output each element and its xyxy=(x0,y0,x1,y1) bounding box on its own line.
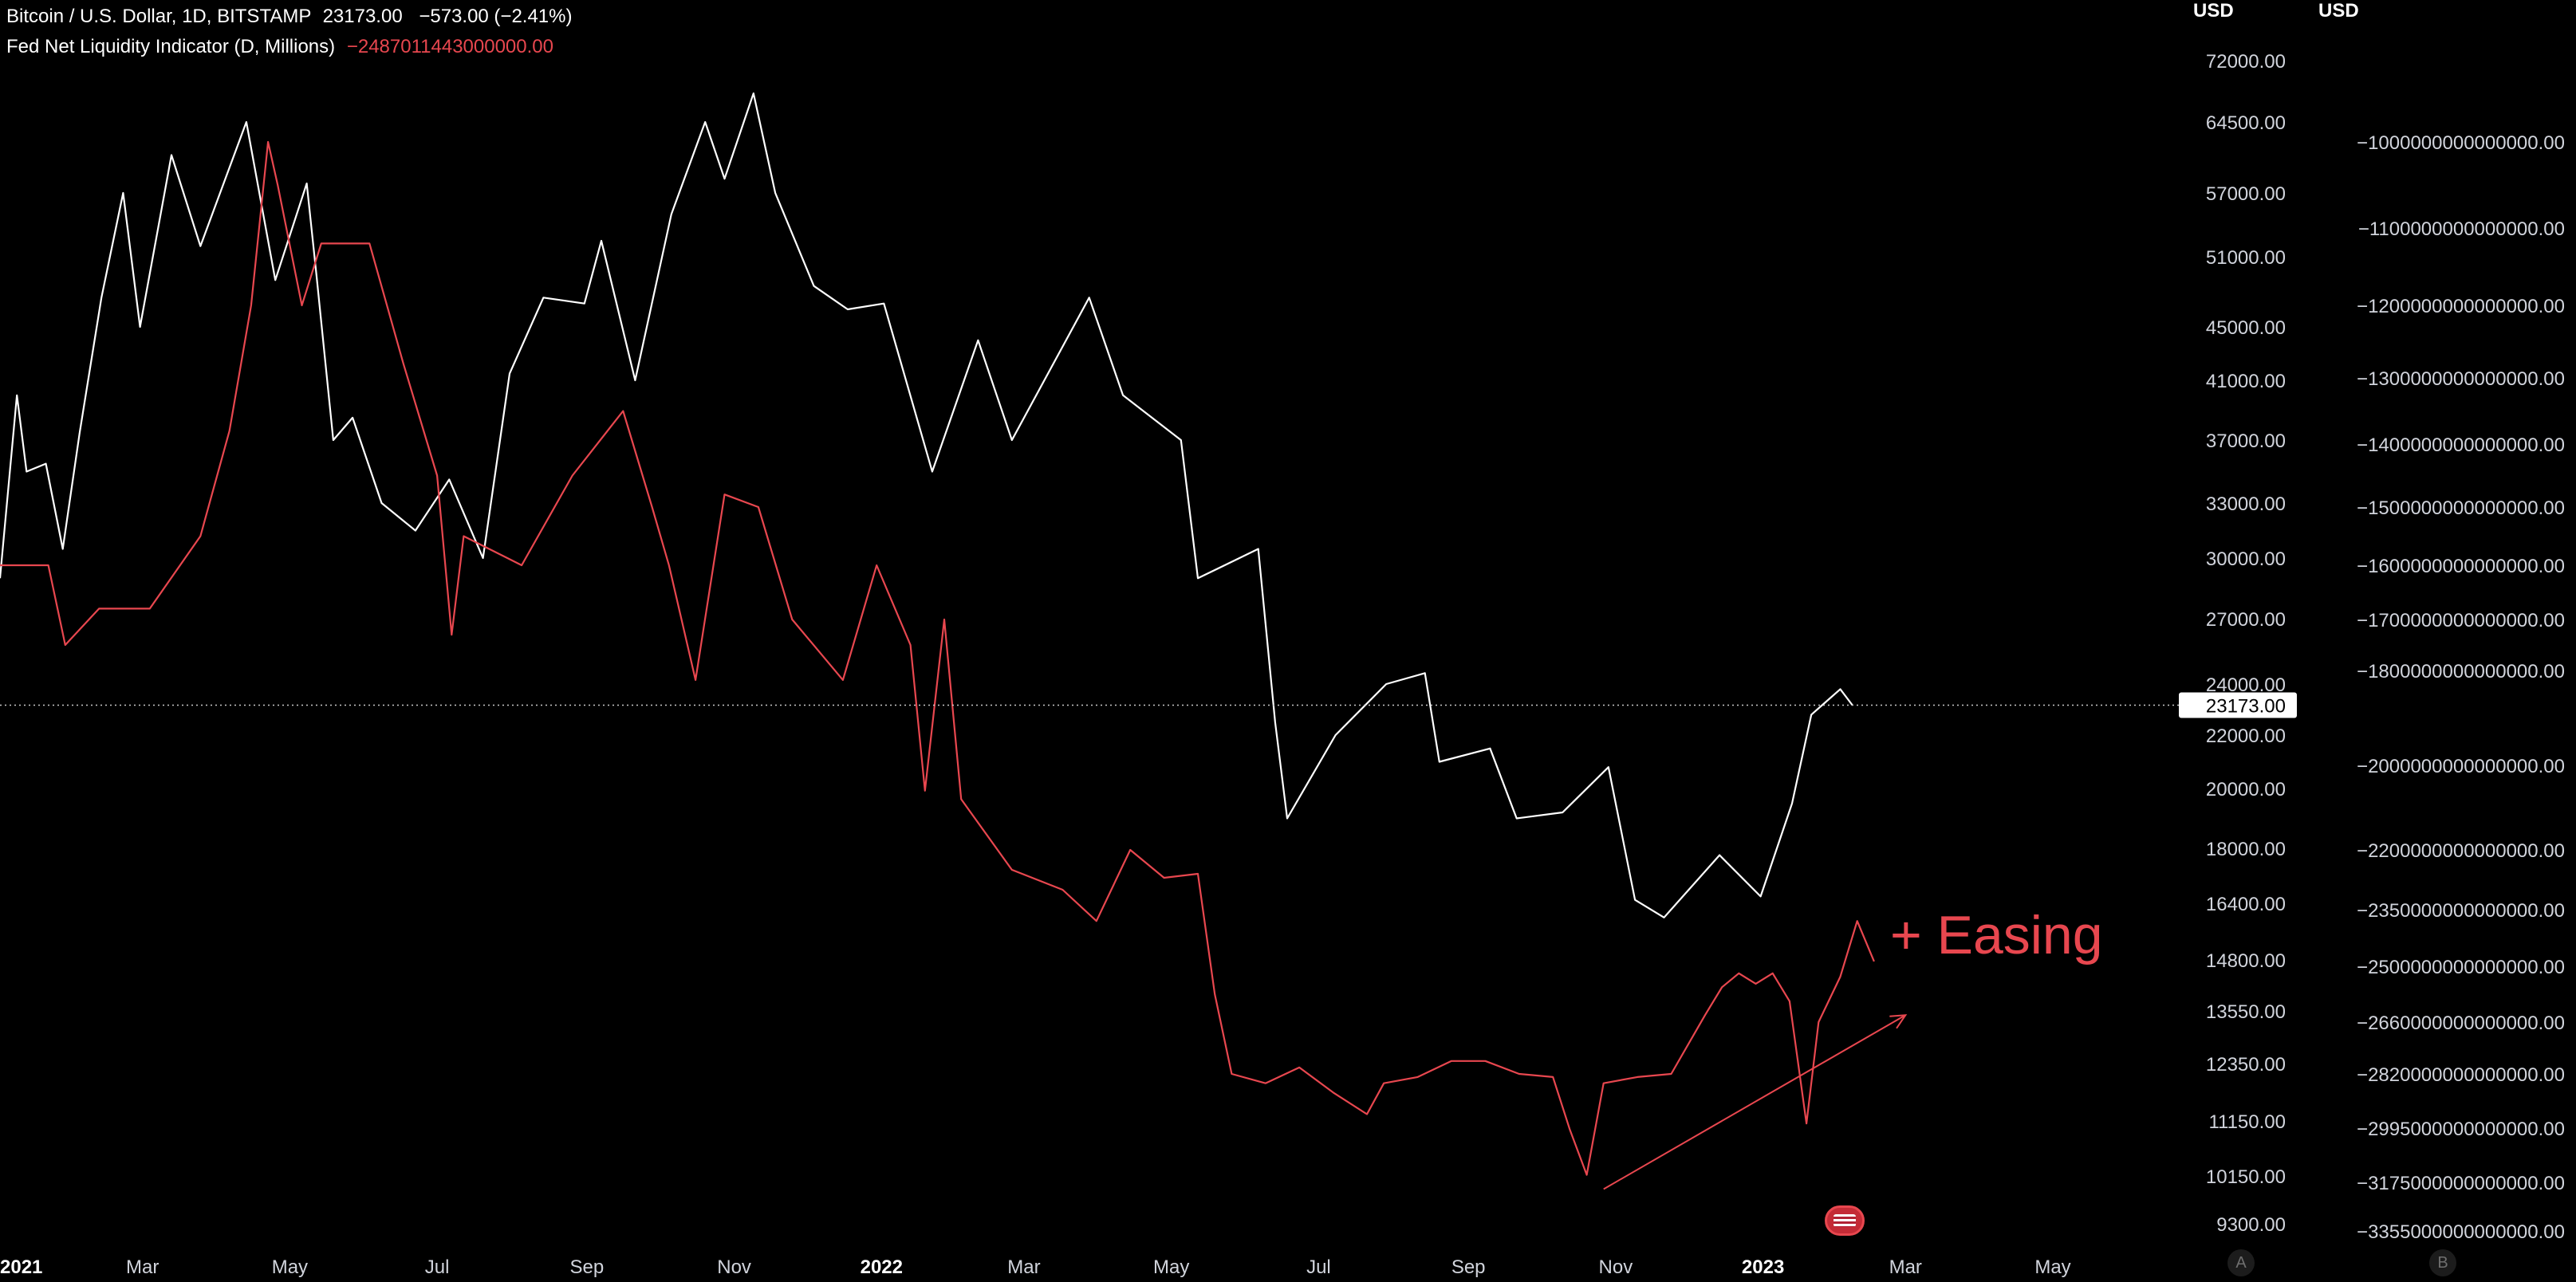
time-axis-tick-label: Mar xyxy=(1889,1256,1922,1278)
fnl-legend-row[interactable]: Fed Net Liquidity Indicator (D, Millions… xyxy=(6,32,572,62)
last-price-badge xyxy=(2179,692,2297,718)
axis-a-tick-label: 57000.00 xyxy=(2206,183,2286,205)
axis-a-tick-label: 13550.00 xyxy=(2206,1001,2286,1023)
axis-b-tick-label: −1400000000000000.00 xyxy=(2357,435,2565,456)
btc-price-line xyxy=(0,92,1853,918)
axis-b-tick-label: −2000000000000000.00 xyxy=(2357,756,2565,777)
last-price-badge-text: 23173.00 xyxy=(2206,695,2286,717)
axis-a-tick-label: 16400.00 xyxy=(2206,894,2286,915)
btc-legend-row[interactable]: Bitcoin / U.S. Dollar, 1D, BITSTAMP 2317… xyxy=(6,2,572,32)
time-axis-tick-label: Jul xyxy=(425,1256,450,1278)
axis-b-tick-label: −2350000000000000.00 xyxy=(2357,900,2565,922)
axis-b-tick-label: −2200000000000000.00 xyxy=(2357,840,2565,862)
time-axis-tick-label: May xyxy=(2034,1256,2070,1278)
axis-b-tick-label: −1800000000000000.00 xyxy=(2357,661,2565,682)
time-axis-tick-label: Nov xyxy=(717,1256,751,1278)
scale-b-button[interactable]: B xyxy=(2429,1249,2456,1276)
axis-b-tick-label: −2660000000000000.00 xyxy=(2357,1013,2565,1034)
time-axis-tick-label: 2021 xyxy=(0,1256,42,1278)
easing-arrow-line xyxy=(1603,1014,1906,1190)
time-axis-tick-label: Sep xyxy=(1451,1256,1486,1278)
axis-b-tick-label: −1300000000000000.00 xyxy=(2357,368,2565,390)
btc-legend-title: Bitcoin / U.S. Dollar, 1D, BITSTAMP xyxy=(6,6,311,27)
axis-a-tick-label: 11150.00 xyxy=(2208,1111,2286,1133)
time-axis-tick-label: Mar xyxy=(126,1256,159,1278)
axis-a-tick-label: 41000.00 xyxy=(2206,371,2286,392)
axis-b-tick-label: −2995000000000000.00 xyxy=(2357,1119,2565,1140)
time-axis-tick-label: 2023 xyxy=(1742,1256,1784,1278)
scale-a-button[interactable]: A xyxy=(2227,1249,2255,1276)
price-axis-a[interactable]: 72000.00 64500.00 57000.00 51000.00 45000.00… xyxy=(2179,51,2297,1236)
time-axis-tick-label: May xyxy=(272,1256,308,1278)
fed-liquidity-line xyxy=(0,140,1875,1176)
axis-a-tick-label: 18000.00 xyxy=(2206,839,2286,860)
time-axis-tick-label: May xyxy=(1153,1256,1189,1278)
axis-b-tick-label: −1600000000000000.00 xyxy=(2357,556,2565,577)
us-flag-icon[interactable] xyxy=(1825,1205,1865,1236)
time-axis-tick-label: Sep xyxy=(570,1256,605,1278)
axis-b-tick-label: −1000000000000000.00 xyxy=(2357,132,2565,154)
price-axis-b[interactable]: −1000000000000000.00 −1100000000000000.00… xyxy=(2357,132,2565,1243)
fnl-legend-value: −2487011443000000.00 xyxy=(346,36,553,57)
axis-b-tick-label: −2820000000000000.00 xyxy=(2357,1064,2565,1086)
axis-a-tick-label: 9300.00 xyxy=(2216,1214,2286,1236)
axis-a-tick-label: 22000.00 xyxy=(2206,726,2286,747)
axis-a-tick-label: 12350.00 xyxy=(2206,1054,2286,1076)
axis-a-tick-label: 37000.00 xyxy=(2206,431,2286,452)
time-axis[interactable]: 2021 Mar May Jul Sep Nov 2022 Mar May Jul Sep Nov 20… xyxy=(0,1256,2071,1278)
btc-legend-change: −573.00 (−2.41%) xyxy=(419,6,573,27)
axis-a-tick-label: 45000.00 xyxy=(2206,317,2286,339)
axis-a-tick-label: 10150.00 xyxy=(2206,1166,2286,1188)
easing-annotation: + Easing xyxy=(1890,905,2103,965)
axis-a-tick-label: 72000.00 xyxy=(2206,51,2286,73)
axis-b-tick-label: −2500000000000000.00 xyxy=(2357,957,2565,978)
axis-b-tick-label: −1700000000000000.00 xyxy=(2357,610,2565,631)
axis-b-tick-label: −1100000000000000.00 xyxy=(2358,218,2565,240)
time-axis-tick-label: 2022 xyxy=(861,1256,903,1278)
axis-a-tick-label: 64500.00 xyxy=(2206,112,2286,134)
axis-a-tick-label: 20000.00 xyxy=(2206,779,2286,800)
axis-b-tick-label: −1500000000000000.00 xyxy=(2357,497,2565,519)
axis-a-tick-label: 27000.00 xyxy=(2206,609,2286,631)
time-axis-tick-label: Mar xyxy=(1007,1256,1040,1278)
fnl-legend-title: Fed Net Liquidity Indicator (D, Millions… xyxy=(6,36,336,57)
chart-legend: Bitcoin / U.S. Dollar, 1D, BITSTAMP 2317… xyxy=(6,2,572,62)
axis-b-tick-label: −3355000000000000.00 xyxy=(2357,1221,2565,1243)
axis-b-tick-label: −3175000000000000.00 xyxy=(2357,1173,2565,1194)
time-axis-tick-label: Jul xyxy=(1306,1256,1331,1278)
axis-a-unit: USD xyxy=(2193,0,2234,22)
easing-arrow-head xyxy=(1889,1014,1908,1029)
time-axis-tick-label: Nov xyxy=(1599,1256,1633,1278)
axis-a-tick-label: 51000.00 xyxy=(2206,247,2286,269)
axis-b-tick-label: −1200000000000000.00 xyxy=(2357,296,2565,317)
btc-legend-price: 23173.00 xyxy=(322,6,403,27)
axis-a-tick-label: 14800.00 xyxy=(2206,950,2286,972)
axis-b-unit: USD xyxy=(2318,0,2359,22)
axis-a-tick-label: 30000.00 xyxy=(2206,549,2286,570)
axis-a-tick-label: 33000.00 xyxy=(2206,494,2286,515)
